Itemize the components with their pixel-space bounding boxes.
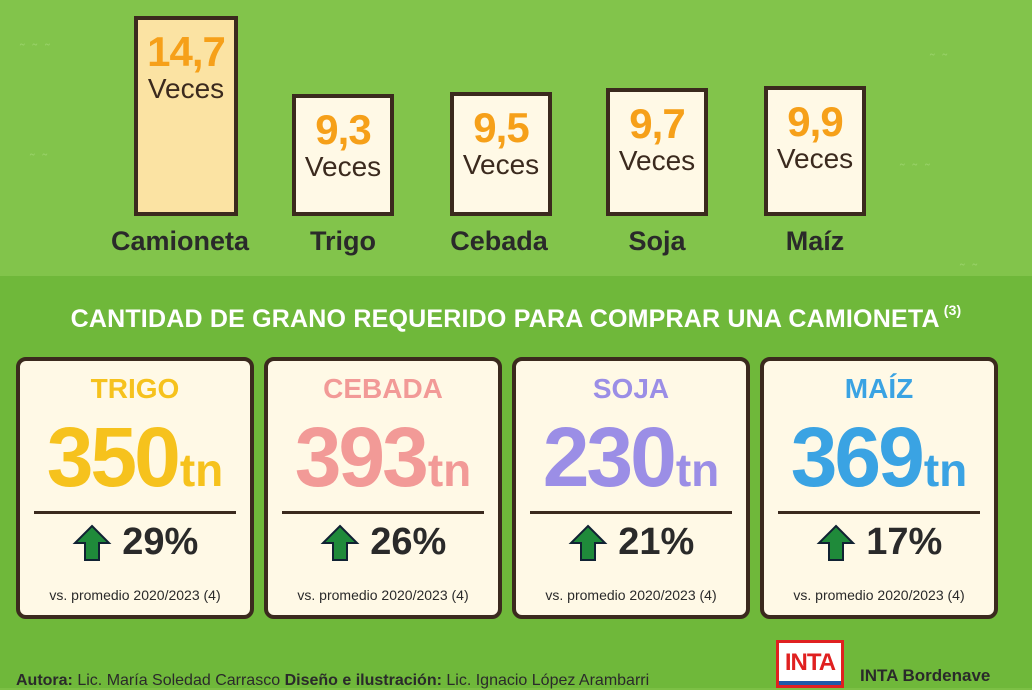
grass-decoration: ˷ ˷ ˷ [20,30,52,46]
arrow-up-icon [320,524,360,561]
bar-soja: 9,7 Veces [606,88,708,216]
logo-band [779,681,841,685]
section-title-text: CANTIDAD DE GRANO REQUERIDO PARA COMPRAR… [70,305,940,333]
bar-value-label: 9,9 [787,98,843,145]
change-row: 26% [268,521,498,564]
change-row: 21% [516,521,746,564]
bar-trigo: 9,3 Veces [292,94,394,216]
section-title-note: (3) [943,302,962,318]
bar-maiz: 9,9 Veces [764,86,866,216]
change-percent: 29% [122,521,199,563]
bar-camioneta: 14,7 Veces [134,16,238,216]
grain-card-cebada: CEBADA 393tn 26% vs. promedio 2020/2023 … [264,357,502,619]
logo-text: INTA [784,649,836,676]
inta-logo: INTA [776,640,844,688]
grain-name: TRIGO [90,373,180,404]
change-percent: 26% [370,521,447,563]
grain-amount: 393tn [268,409,498,506]
change-percent: 21% [618,521,695,563]
grain-card-maiz: MAÍZ 369tn 17% vs. promedio 2020/2023 (4… [760,357,998,619]
bar-category-label: Cebada [450,226,548,256]
section-title: CANTIDAD DE GRANO REQUERIDO PARA COMPRAR… [0,302,1032,334]
bar-category-label: Camioneta [110,226,250,256]
amount-value: 350 [46,410,181,504]
bar-unit-label: Veces [618,145,696,176]
card-divider [34,511,236,514]
grain-name: CEBADA [323,373,443,404]
author-name: Lic. María Soledad Carrasco [77,672,281,689]
grass-decoration: ˷ ˷ [30,140,50,156]
bar-value-label: 9,3 [315,106,371,153]
amount-unit: tn [427,444,472,496]
amount-unit: tn [179,444,224,496]
grain-card-soja: SOJA 230tn 21% vs. promedio 2020/2023 (4… [512,357,750,619]
bar-category-label: Maíz [785,226,845,256]
grain-amount: 350tn [20,409,250,506]
grass-decoration: ˷ ˷ [960,250,980,266]
grass-decoration: ˷ ˷ [930,40,950,56]
grain-amount: 230tn [516,409,746,506]
grain-card-trigo: TRIGO 350tn 29% vs. promedio 2020/2023 (… [16,357,254,619]
card-divider [530,511,732,514]
grain-amount: 369tn [764,409,994,506]
comparison-note: vs. promedio 2020/2023 (4) [545,587,717,603]
card-divider [778,511,980,514]
comparison-note: vs. promedio 2020/2023 (4) [793,587,965,603]
amount-value: 369 [790,410,925,504]
grass-decoration: ˷ ˷ ˷ [900,150,932,166]
bar-value-label: 9,7 [629,100,685,147]
arrow-up-icon [568,524,608,561]
bar-cebada: 9,5 Veces [450,92,552,216]
bar-value-label: 14,7 [147,28,226,75]
bar-unit-label: Veces [304,151,382,182]
grain-name: SOJA [592,373,670,404]
change-row: 29% [20,521,250,564]
amount-unit: tn [923,444,968,496]
bar-unit-label: Veces [776,143,854,174]
organization-name: INTA Bordenave [860,666,991,685]
bar-category-label: Trigo [310,226,376,256]
bar-value-label: 9,5 [473,104,529,151]
amount-value: 393 [294,410,429,504]
comparison-note: vs. promedio 2020/2023 (4) [49,587,221,603]
arrow-up-icon [816,524,856,561]
comparison-note: vs. promedio 2020/2023 (4) [297,587,469,603]
card-divider [282,511,484,514]
bar-category-label: Soja [628,226,686,256]
author-label: Autora: [16,672,73,689]
arrow-up-icon [72,524,112,561]
change-row: 17% [764,521,994,564]
amount-value: 230 [542,410,677,504]
credits: Autora: Lic. María Soledad Carrasco Dise… [16,672,649,690]
change-percent: 17% [866,521,943,563]
bar-unit-label: Veces [462,149,540,180]
designer-name: Lic. Ignacio López Arambarri [446,672,650,689]
design-label: Diseño e ilustración: [284,672,442,689]
amount-unit: tn [675,444,720,496]
bar-unit-label: Veces [147,73,225,104]
grain-name: MAÍZ [844,373,914,404]
